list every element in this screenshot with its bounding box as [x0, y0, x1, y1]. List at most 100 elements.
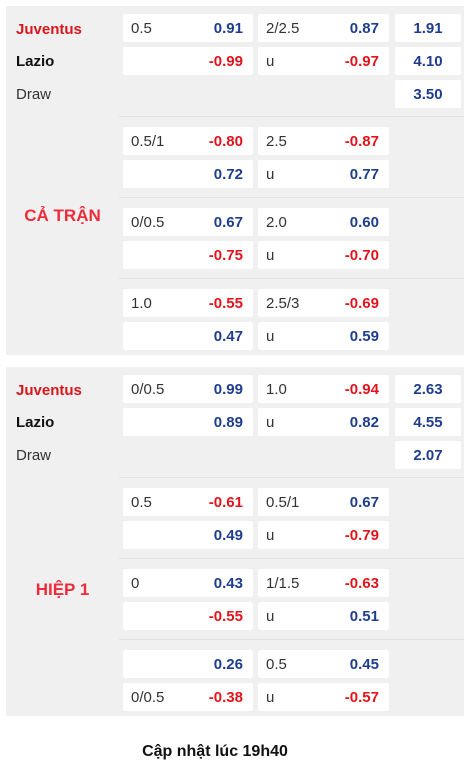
x12-draw-cell[interactable]: 3.50	[395, 80, 461, 108]
x12-home-cell[interactable]: 2.63	[395, 375, 461, 403]
alt-ou-line: 0.5	[266, 656, 287, 673]
alt-ou-over-cell[interactable]: 2.0 0.60	[258, 208, 389, 236]
x12-home-odds: 1.91	[413, 20, 443, 37]
alt-hdp-top-odds: 0.67	[213, 214, 243, 231]
alt-hdp-top-cell[interactable]: 1.0 -0.55	[123, 289, 253, 317]
ou-under-label: u	[266, 247, 275, 264]
alt-hdp-top-odds: -0.80	[208, 133, 243, 150]
alt-ou-over-cell[interactable]: 0.5 0.45	[258, 650, 389, 678]
alt-ou-over-odds: -0.87	[344, 133, 379, 150]
ou-under-label: u	[266, 328, 275, 345]
alt-ou-over-cell[interactable]: 2.5/3 -0.69	[258, 289, 389, 317]
ou-under-cell[interactable]: u -0.97	[258, 47, 389, 75]
hdp-line: 0.5	[131, 20, 152, 37]
alt-hdp-bottom-cell[interactable]: -0.75	[123, 241, 253, 269]
alt-ou-under-cell[interactable]: u 0.59	[258, 322, 389, 350]
hdp-away-odds: -0.99	[208, 53, 243, 70]
hdp-home-odds: 0.99	[213, 381, 243, 398]
alt-ou-under-cell[interactable]: u -0.70	[258, 241, 389, 269]
alt-hdp-line: 0.5/1	[131, 133, 165, 150]
alt-hdp-line: 1.0	[131, 295, 152, 312]
alt-hdp-line: 0/0.5	[131, 689, 165, 706]
x12-home-odds: 2.63	[413, 381, 443, 398]
alt-hdp-top-odds: 0.26	[213, 656, 243, 673]
alt-hdp-bottom-cell[interactable]: 0.47	[123, 322, 253, 350]
alt-hdp-bottom-odds: 0.49	[213, 527, 243, 544]
x12-away-odds: 4.10	[413, 53, 443, 70]
hdp-away-cell[interactable]: -0.99	[123, 47, 253, 75]
alt-hdp-top-cell[interactable]: 0.5 -0.61	[123, 488, 253, 516]
alt-hdp-bottom-cell[interactable]: 0/0.5 -0.38	[123, 683, 253, 711]
alt-hdp-bottom-cell[interactable]: -0.55	[123, 602, 253, 630]
ou-under-label: u	[266, 689, 275, 706]
divider	[119, 278, 464, 279]
ou-under-cell[interactable]: u 0.82	[258, 408, 389, 436]
alt-ou-over-cell[interactable]: 0.5/1 0.67	[258, 488, 389, 516]
full-match-section: Juventus Lazio Draw CẢ TRẬN 0.5 0.91 -0.…	[6, 6, 464, 355]
alt-hdp-bottom-odds: -0.55	[208, 608, 243, 625]
hdp-line: 0/0.5	[131, 381, 165, 398]
alt-hdp-bottom-odds: 0.72	[213, 166, 243, 183]
ou-over-odds: -0.94	[344, 381, 379, 398]
full-match-label: CẢ TRẬN	[24, 206, 101, 225]
alt-hdp-bottom-cell[interactable]: 0.72	[123, 160, 253, 188]
alt-ou-under-odds: -0.70	[344, 247, 379, 264]
alt-hdp-bottom-cell[interactable]: 0.49	[123, 521, 253, 549]
alt-ou-line: 0.5/1	[266, 494, 300, 511]
alt-hdp-top-cell[interactable]: 0.26	[123, 650, 253, 678]
x12-away-cell[interactable]: 4.55	[395, 408, 461, 436]
full-match-team-column: Juventus Lazio Draw CẢ TRẬN	[6, 6, 119, 355]
alt-hdp-top-odds: 0.43	[213, 575, 243, 592]
alt-ou-over-odds: 0.60	[349, 214, 379, 231]
alt-ou-under-odds: -0.79	[344, 527, 379, 544]
alt-hdp-top-cell[interactable]: 0/0.5 0.67	[123, 208, 253, 236]
hdp-home-cell[interactable]: 0.5 0.91	[123, 14, 253, 42]
alt-ou-over-cell[interactable]: 2.5 -0.87	[258, 127, 389, 155]
alt-ou-under-odds: 0.77	[349, 166, 379, 183]
x12-draw-odds: 2.07	[413, 447, 443, 464]
divider	[119, 116, 464, 117]
x12-away-cell[interactable]: 4.10	[395, 47, 461, 75]
alt-ou-line: 1/1.5	[266, 575, 300, 592]
alt-hdp-top-odds: -0.61	[208, 494, 243, 511]
ou-over-cell[interactable]: 1.0 -0.94	[258, 375, 389, 403]
alt-ou-under-odds: 0.59	[349, 328, 379, 345]
alt-ou-over-cell[interactable]: 1/1.5 -0.63	[258, 569, 389, 597]
alt-hdp-line: 0	[131, 575, 140, 592]
ou-under-label: u	[266, 608, 275, 625]
alt-hdp-line: 0/0.5	[131, 214, 165, 231]
x12-draw-odds: 3.50	[413, 86, 443, 103]
alt-ou-under-odds: -0.57	[344, 689, 379, 706]
ou-over-cell[interactable]: 2/2.5 0.87	[258, 14, 389, 42]
home-team-name: Juventus	[16, 21, 82, 38]
alt-ou-under-cell[interactable]: u -0.57	[258, 683, 389, 711]
home-team-name: Juventus	[16, 382, 82, 399]
x12-draw-cell[interactable]: 2.07	[395, 441, 461, 469]
divider	[119, 558, 464, 559]
ou-under-odds: 0.82	[349, 414, 379, 431]
ou-under-odds: -0.97	[344, 53, 379, 70]
ou-under-label: u	[266, 527, 275, 544]
x12-home-cell[interactable]: 1.91	[395, 14, 461, 42]
alt-ou-under-cell[interactable]: u 0.51	[258, 602, 389, 630]
hdp-away-cell[interactable]: 0.89	[123, 408, 253, 436]
alt-ou-under-odds: 0.51	[349, 608, 379, 625]
alt-ou-over-odds: -0.63	[344, 575, 379, 592]
ou-under-label: u	[266, 414, 275, 431]
alt-ou-under-cell[interactable]: u -0.79	[258, 521, 389, 549]
alt-hdp-bottom-odds: 0.47	[213, 328, 243, 345]
first-half-team-column: Juventus Lazio Draw HIỆP 1	[6, 367, 119, 716]
alt-hdp-bottom-odds: -0.38	[208, 689, 243, 706]
alt-hdp-top-cell[interactable]: 0 0.43	[123, 569, 253, 597]
x12-away-odds: 4.55	[413, 414, 443, 431]
ou-line: 1.0	[266, 381, 287, 398]
hdp-home-odds: 0.91	[213, 20, 243, 37]
alt-ou-over-odds: -0.69	[344, 295, 379, 312]
first-half-section: Juventus Lazio Draw HIỆP 1 0/0.5 0.99 0.…	[6, 367, 464, 716]
alt-hdp-top-odds: -0.55	[208, 295, 243, 312]
alt-hdp-top-cell[interactable]: 0.5/1 -0.80	[123, 127, 253, 155]
hdp-home-cell[interactable]: 0/0.5 0.99	[123, 375, 253, 403]
alt-hdp-line: 0.5	[131, 494, 152, 511]
alt-ou-under-cell[interactable]: u 0.77	[258, 160, 389, 188]
divider	[119, 197, 464, 198]
